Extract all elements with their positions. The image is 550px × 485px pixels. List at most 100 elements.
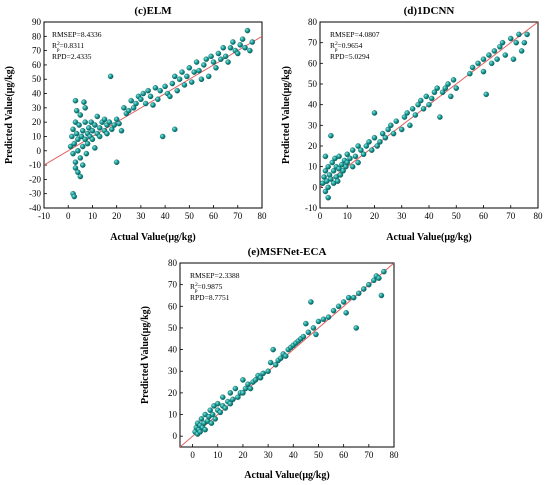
panel-elm-data-point (81, 99, 87, 105)
panel-msfnet-data-point (350, 294, 357, 301)
panel-1dcnn-data-point (423, 93, 430, 100)
panel-elm-data-point (157, 87, 164, 94)
panel-msfnet-xlabel: Actual Value(μg/kg) (244, 470, 329, 481)
panel-elm-data-point (75, 136, 81, 143)
panel-1dcnn-data-point (379, 130, 386, 137)
panel-elm-data-point (76, 122, 82, 128)
panel-1dcnn-data-point (388, 122, 394, 129)
panel-msfnet-xtick-label: 80 (390, 450, 400, 460)
panel-elm-data-point (82, 119, 88, 125)
panel-elm-xtick-label: 60 (209, 211, 219, 221)
panel-elm-data-point (138, 96, 144, 103)
panel-1dcnn: (d)1DCNN 0 10 20 30 40 50 60 70 80-1001020304050… (281, 5, 543, 243)
panel-elm-ytick-label: -20 (29, 174, 41, 184)
panel-1dcnn-data-point (524, 31, 530, 38)
panel-msfnet-ytick-label: 30 (168, 366, 178, 376)
panel-elm-ytick-label: 50 (32, 74, 42, 84)
panel-msfnet-data-point (330, 307, 337, 314)
panel-msfnet-data-point (215, 400, 221, 407)
panel-1dcnn-data-point (491, 48, 498, 54)
panel-elm-data-point (67, 143, 74, 150)
panel-1dcnn-r2-exp: 2 (335, 41, 338, 47)
panel-elm-data-point (106, 119, 113, 125)
panel-1dcnn-data-point (475, 60, 481, 67)
panel-msfnet-rpd: RPD=8.7751 (190, 293, 230, 302)
panel-elm-data-point (70, 150, 76, 157)
panel-msfnet-data-point (235, 394, 241, 400)
panel-msfnet-title: (e)MSFNet-ECA (248, 246, 327, 258)
panel-1dcnn-ytick-label: 0 (313, 182, 318, 192)
panel-1dcnn-ylabel: Predicted Value(μg/kg) (281, 66, 292, 164)
panel-msfnet-ylabel: Predicted Value(μg/kg) (140, 306, 151, 404)
panel-msfnet-data-point (252, 377, 259, 383)
panel-elm-data-point (210, 59, 217, 65)
panel-elm-data-point (147, 93, 154, 100)
panel-msfnet-data-point (222, 405, 229, 411)
panel-elm-data-point (142, 100, 149, 107)
panel-1dcnn-data-point (480, 56, 487, 62)
panel-elm-ytick-label: 0 (37, 146, 42, 156)
panel-1dcnn-data-point (322, 188, 329, 195)
panel-elm-ytick-label: 90 (32, 17, 42, 27)
panel-1dcnn-data-point (494, 56, 500, 62)
panel-elm-data-point (162, 83, 168, 90)
panel-msfnet-data-point (361, 286, 367, 292)
panel-msfnet-data-point (207, 407, 213, 413)
panel-1dcnn-xtick-label: 80 (534, 211, 544, 221)
panel-elm-data-point (230, 39, 236, 45)
panel-1dcnn-xtick-label: 60 (479, 211, 489, 221)
panel-1dcnn-data-point (385, 126, 391, 133)
panel-elm-data-point (89, 127, 96, 134)
panel-elm-data-point (155, 96, 161, 103)
panel-elm-data-point (247, 47, 253, 54)
panel-elm-data-point (71, 193, 78, 200)
panel-elm-data-point (73, 130, 80, 137)
panel-elm-data-point (159, 133, 166, 140)
panel-elm-ytick-label: -40 (29, 203, 41, 213)
panel-1dcnn-data-point (516, 31, 522, 38)
panel-elm-data-point (77, 112, 84, 118)
panel-elm-data-point (130, 105, 137, 111)
panel-1dcnn-data-point (325, 163, 331, 170)
panel-elm-xtick-label: 80 (258, 211, 268, 221)
panel-1dcnn-data-point (502, 52, 509, 58)
panel-elm-data-point (86, 125, 92, 131)
panel-1dcnn-data-point (330, 168, 337, 174)
panel-elm-data-point (189, 79, 195, 85)
panel-elm-rpd: RPD=2.4335 (52, 52, 92, 61)
panel-1dcnn-data-point (418, 97, 424, 104)
panel-elm-data-point (237, 42, 243, 48)
panel-elm-data-point (215, 50, 222, 57)
panel-1dcnn-data-point (355, 159, 361, 166)
panel-msfnet-data-point (325, 314, 332, 320)
panel-msfnet-data-point (257, 374, 264, 381)
panel-elm-data-point (239, 36, 246, 42)
panel-1dcnn-data-point (513, 39, 519, 46)
panel-1dcnn-data-point (467, 70, 473, 77)
panel-elm-data-point (186, 65, 193, 71)
panel-1dcnn-data-point (486, 52, 492, 58)
panel-elm-data-point (116, 120, 122, 127)
panel-1dcnn-data-point (448, 93, 454, 100)
panel-elm-data-point (227, 45, 234, 51)
panel-1dcnn-xtick-label: 0 (318, 211, 323, 221)
panel-elm-data-point (89, 136, 96, 143)
panel-msfnet-data-point (245, 381, 251, 387)
panel-elm-r2: R2 p=0.8311 (52, 41, 84, 53)
panel-msfnet-xtick-label: 70 (364, 450, 374, 460)
panel-msfnet-frame (179, 262, 395, 448)
panel-msfnet-data-point (265, 368, 271, 374)
panel-msfnet-xtick-label: 0 (190, 450, 195, 460)
panel-elm-data-point (133, 100, 139, 107)
panel-1dcnn-data-point (518, 48, 525, 54)
panel-msfnet-data-point (320, 316, 327, 323)
panel-1dcnn-data-point (445, 81, 451, 87)
panel-1dcnn-data-point (407, 122, 413, 129)
panel-msfnet-data-point (217, 409, 224, 416)
panel-msfnet-data-point (376, 275, 382, 281)
panel-elm-data-point (181, 82, 188, 88)
panel-elm-data-point (220, 45, 226, 51)
panel-msfnet-data-point (209, 411, 216, 418)
panel-elm-ytick-label: 20 (32, 117, 42, 127)
panel-msfnet-data-point (353, 325, 359, 331)
